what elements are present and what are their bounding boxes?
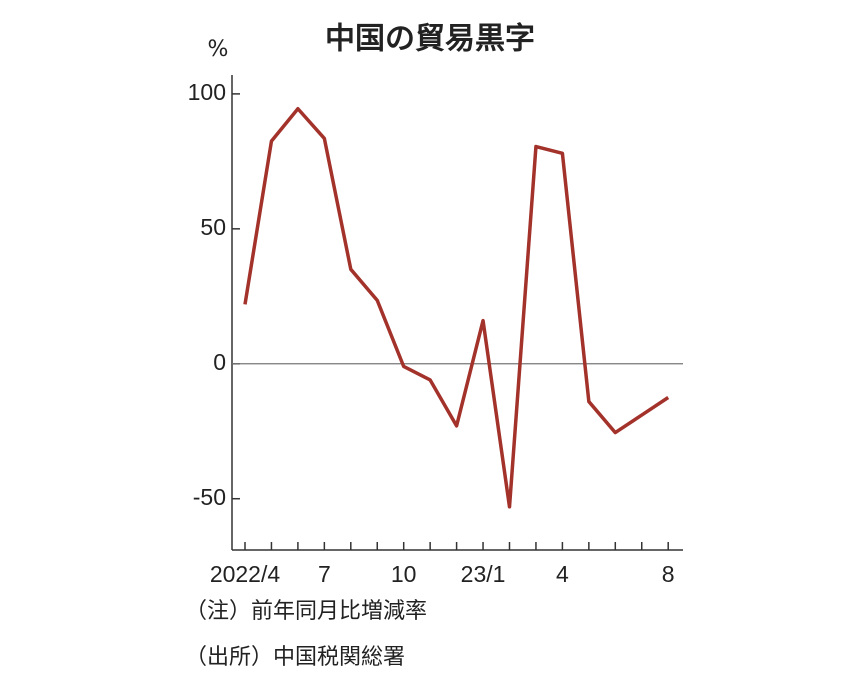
y-tick-label: -50 xyxy=(193,484,226,510)
y-tick-label: 50 xyxy=(200,214,226,240)
note: （出所）中国税関総署 xyxy=(185,645,405,670)
y-tick-label: 100 xyxy=(188,79,226,105)
x-tick-label: 10 xyxy=(391,561,417,587)
x-tick-label: 2022/4 xyxy=(210,561,281,587)
x-tick-label: 4 xyxy=(556,561,569,587)
x-tick-label: 8 xyxy=(662,561,675,587)
note: （注）前年同月比増減率 xyxy=(185,599,427,624)
x-tick-label: 23/1 xyxy=(461,561,506,587)
y-unit: % xyxy=(208,37,229,62)
y-tick-label: 0 xyxy=(213,349,226,375)
x-tick-label: 7 xyxy=(318,561,331,587)
chart-title: 中国の貿易黒字 xyxy=(325,22,535,57)
data-line xyxy=(243,106,670,509)
